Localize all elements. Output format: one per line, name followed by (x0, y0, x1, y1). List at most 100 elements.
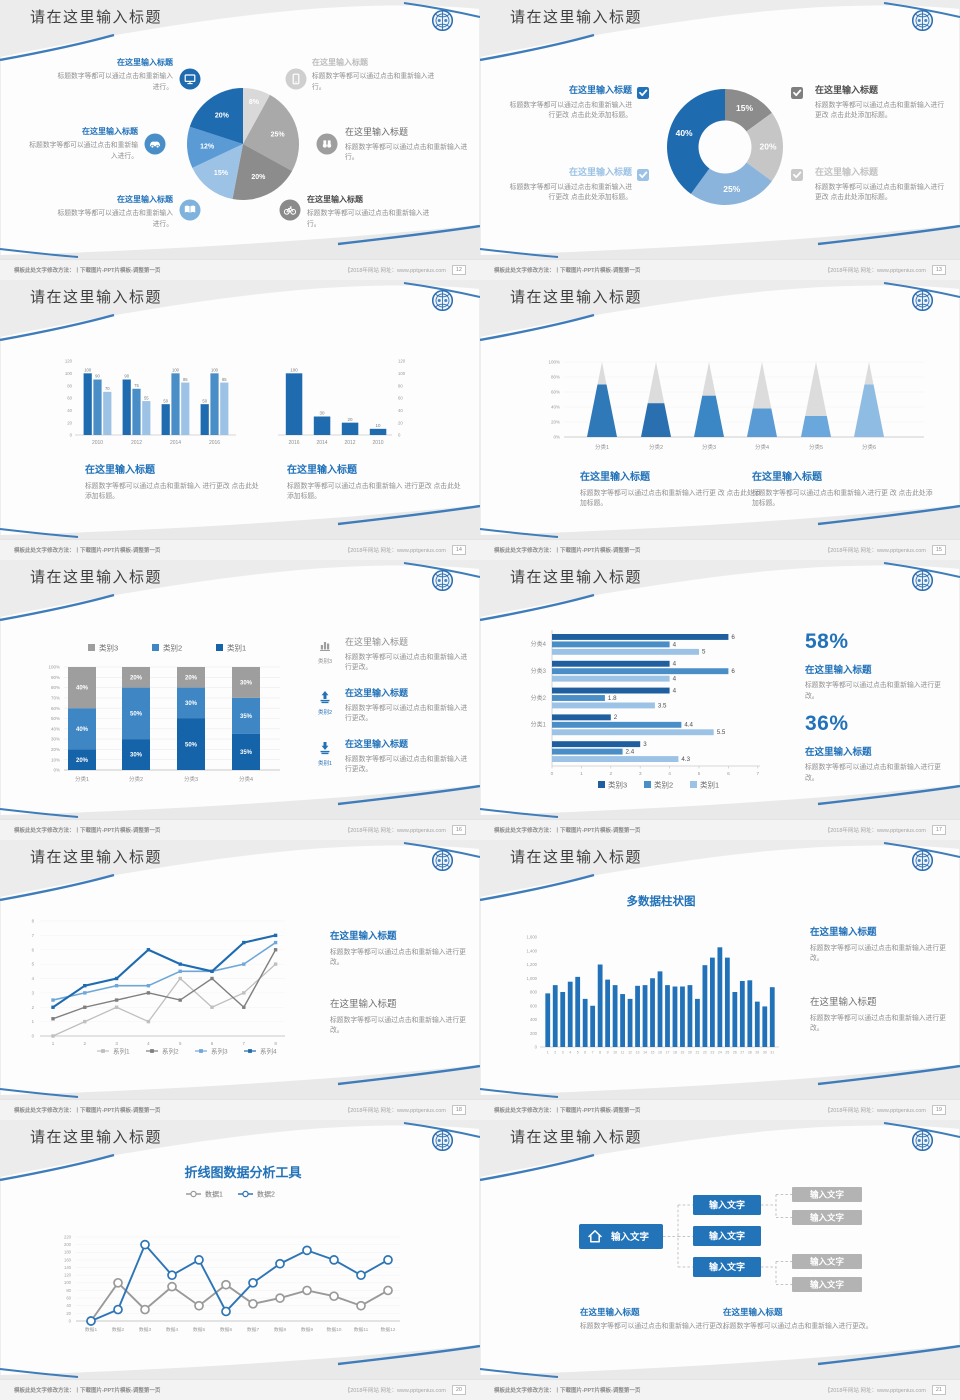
svg-text:50%: 50% (130, 711, 143, 717)
svg-text:4: 4 (147, 1041, 150, 1046)
svg-text:80: 80 (66, 1288, 71, 1293)
svg-text:80: 80 (67, 383, 72, 388)
svg-text:分类2: 分类2 (129, 775, 143, 783)
svg-text:系列2: 系列2 (162, 1047, 179, 1056)
top-swoosh-decoration (480, 1120, 960, 1182)
book-icon (179, 199, 201, 221)
svg-text:1: 1 (547, 1051, 549, 1055)
svg-text:25: 25 (725, 1051, 729, 1055)
university-seal-logo-icon (911, 9, 934, 32)
svg-text:70%: 70% (51, 696, 60, 701)
callout-title: 在这里输入标题 (568, 85, 632, 95)
svg-text:13: 13 (636, 1051, 640, 1055)
svg-text:90: 90 (124, 374, 129, 379)
svg-text:40: 40 (398, 408, 403, 413)
callout-body: 标题数字等都可以通过点击和重新输入 进行更改 点击此处添加标题。 (85, 482, 259, 501)
svg-text:20%: 20% (551, 420, 560, 425)
slide-thumb-2[interactable]: 请在这里输入标题 15% 20% 25% 40% 在这里输入标题 标题数字等都可以通过点… (480, 0, 960, 280)
svg-text:16: 16 (658, 1051, 662, 1055)
callout-title: 在这里输入标题 (82, 127, 138, 136)
svg-text:15%: 15% (736, 103, 753, 113)
footer-right-text: 【2018年网站 网址：www.pptgenius.com (824, 548, 926, 554)
slide-thumb-3[interactable]: 请在这里输入标题 0 20 40 60 80 100 120 2010 100 90 70 2012 9… (0, 280, 480, 560)
svg-text:数据2: 数据2 (112, 1326, 125, 1333)
slide-title: 请在这里输入标题 (30, 289, 163, 306)
svg-text:数据3: 数据3 (139, 1326, 152, 1333)
callout-title: 在这里输入标题 (805, 746, 872, 758)
footer-left-text: 模板此处文字修改方法：丨下载图片-PPT片模板-调整第一页 (14, 548, 161, 554)
svg-text:类别1: 类别1 (700, 780, 719, 790)
slide-chart-layer: 0204060801001202010100907020129075552014… (65, 359, 406, 446)
footer-left-text: 模板此处文字修改方法：丨下载图片-PPT片模板-调整第一页 (494, 1388, 641, 1394)
svg-text:分类3: 分类3 (702, 443, 716, 451)
svg-text:8%: 8% (249, 99, 260, 106)
university-seal-logo-icon (911, 849, 934, 872)
slide-footer: 模板此处文字修改方法：丨下载图片-PPT片模板-调整第一页 【2018年网站 网… (0, 1099, 480, 1120)
slide-thumb-1[interactable]: 请在这里输入标题 8% 25% 20% 15% 12% 20% 在这里输入标题 标题数字等都… (0, 0, 480, 280)
svg-text:60: 60 (67, 396, 72, 401)
footer-left-text: 模板此处文字修改方法：丨下载图片-PPT片模板-调整第一页 (14, 1108, 161, 1114)
svg-text:5: 5 (698, 771, 701, 777)
svg-text:60%: 60% (551, 390, 560, 395)
top-swoosh-decoration (0, 1120, 480, 1182)
svg-text:90%: 90% (51, 675, 60, 680)
callout-body: 标题数字等都可以通过点击和重新输入进行更 改 点击此处添加标题。 (752, 489, 933, 508)
svg-text:0: 0 (535, 1045, 538, 1050)
slide-callouts: 在这里输入标题 标题数字等都可以通过点击和重新输入进行更改。 在这里输入标题 标题数字… (0, 840, 480, 1120)
svg-text:1,200: 1,200 (527, 962, 538, 967)
slide-thumb-5[interactable]: 请在这里输入标题 0% 10% 20% 30% 40% 50% 60% 70% 80% 90% 10… (0, 560, 480, 840)
svg-text:80: 80 (398, 383, 403, 388)
svg-text:200: 200 (64, 1242, 72, 1247)
svg-text:22: 22 (703, 1051, 707, 1055)
svg-text:29: 29 (755, 1051, 759, 1055)
slide-thumb-10[interactable]: 请在这里输入标题 输入文字 输入文字 输入文字 输入文字 输入文字 输入文字 输入文字 输入文… (480, 1120, 960, 1400)
svg-text:分类4: 分类4 (755, 443, 769, 451)
svg-text:3.5: 3.5 (658, 702, 667, 709)
callout-block: 在这里输入标题 标题数字等都可以通过点击和重新输入进行更改。 (345, 636, 473, 674)
slide-footer: 模板此处文字修改方法：丨下载图片-PPT片模板-调整第一页 【2018年网站 网… (0, 1379, 480, 1400)
percentage-value: 58% (805, 630, 849, 653)
svg-text:50: 50 (163, 398, 168, 403)
page-number: 20 (451, 1385, 466, 1395)
slide-title: 请在这里输入标题 (510, 1129, 643, 1146)
svg-text:30%: 30% (185, 701, 198, 707)
slide-thumb-8[interactable]: 请在这里输入标题 多数据柱状图 0 200 400 600 800 1,000 1,200 1,… (480, 840, 960, 1120)
svg-text:0: 0 (32, 1034, 35, 1039)
page-number: 19 (931, 1105, 946, 1115)
svg-text:19: 19 (680, 1051, 684, 1055)
callout-block: 在这里输入标题 标题数字等都可以通过点击和重新输入进行更改。 (810, 926, 952, 965)
slide-thumb-4[interactable]: 请在这里输入标题 0% 20% 40% 60% 80% 100% 分类1 分类2 分类3 分类4 分… (480, 280, 960, 560)
svg-text:30%: 30% (240, 681, 253, 687)
svg-text:输入文字: 输入文字 (810, 1189, 845, 1199)
footer-left-text: 模板此处文字修改方法：丨下载图片-PPT片模板-调整第一页 (494, 828, 641, 834)
slide-chart-layer: 0 1 2 3 4 5 6 7 分类4 6 4 5 分类3 4 6 4 分类2 4 1.8 3.5 分类1 2 4.4 5.5… (531, 630, 760, 790)
svg-text:100%: 100% (548, 360, 560, 365)
svg-text:20%: 20% (185, 675, 198, 681)
svg-text:120: 120 (398, 359, 406, 364)
bottom-swoosh-decoration (0, 505, 480, 539)
callout-body: 标题数字等都可以通过点击和重新输入进行更改。 (345, 704, 468, 723)
svg-text:数据8: 数据8 (274, 1326, 287, 1333)
page-number: 16 (451, 825, 466, 835)
svg-text:2: 2 (554, 1051, 556, 1055)
svg-text:21: 21 (695, 1051, 699, 1055)
slide-callouts (0, 1120, 480, 1400)
svg-text:20: 20 (398, 420, 403, 425)
svg-text:40%: 40% (76, 686, 89, 692)
slide-chart-layer: 0 1 2 3 4 5 6 7 8 1 2 3 4 5 6 7 8 系列1 系列2 系列3 系列4 (32, 919, 285, 1056)
svg-text:2: 2 (609, 771, 612, 777)
slide-thumb-9[interactable]: 请在这里输入标题 折线图数据分析工具 数据1 数据2 0 20 40 60 80 100 120 1… (0, 1120, 480, 1400)
svg-text:2: 2 (614, 714, 618, 721)
svg-text:2012: 2012 (344, 440, 355, 446)
callout-body: 标题数字等都可以通过点击和重新输入进行。 (29, 142, 138, 160)
svg-text:数据9: 数据9 (301, 1326, 314, 1333)
svg-text:分类1: 分类1 (531, 721, 547, 729)
up-icon (320, 691, 330, 704)
footer-right-text: 【2018年网站 网址：www.pptgenius.com (344, 1108, 446, 1114)
footer-left-text: 模板此处文字修改方法：丨下载图片-PPT片模板-调整第一页 (494, 548, 641, 554)
slide-thumb-7[interactable]: 请在这里输入标题 0 1 2 3 4 5 6 7 8 1 2 3 4 5 6 7 8 系列1 系列2 系列3 系列4 在… (0, 840, 480, 1120)
svg-text:7: 7 (592, 1051, 594, 1055)
callout-title: 在这里输入标题 (117, 195, 173, 204)
slide-thumb-6[interactable]: 请在这里输入标题 0 1 2 3 4 5 6 7 分类4 6 4 5 分类3 4 6 4 分类2 4 1.8 3.5 分… (480, 560, 960, 840)
